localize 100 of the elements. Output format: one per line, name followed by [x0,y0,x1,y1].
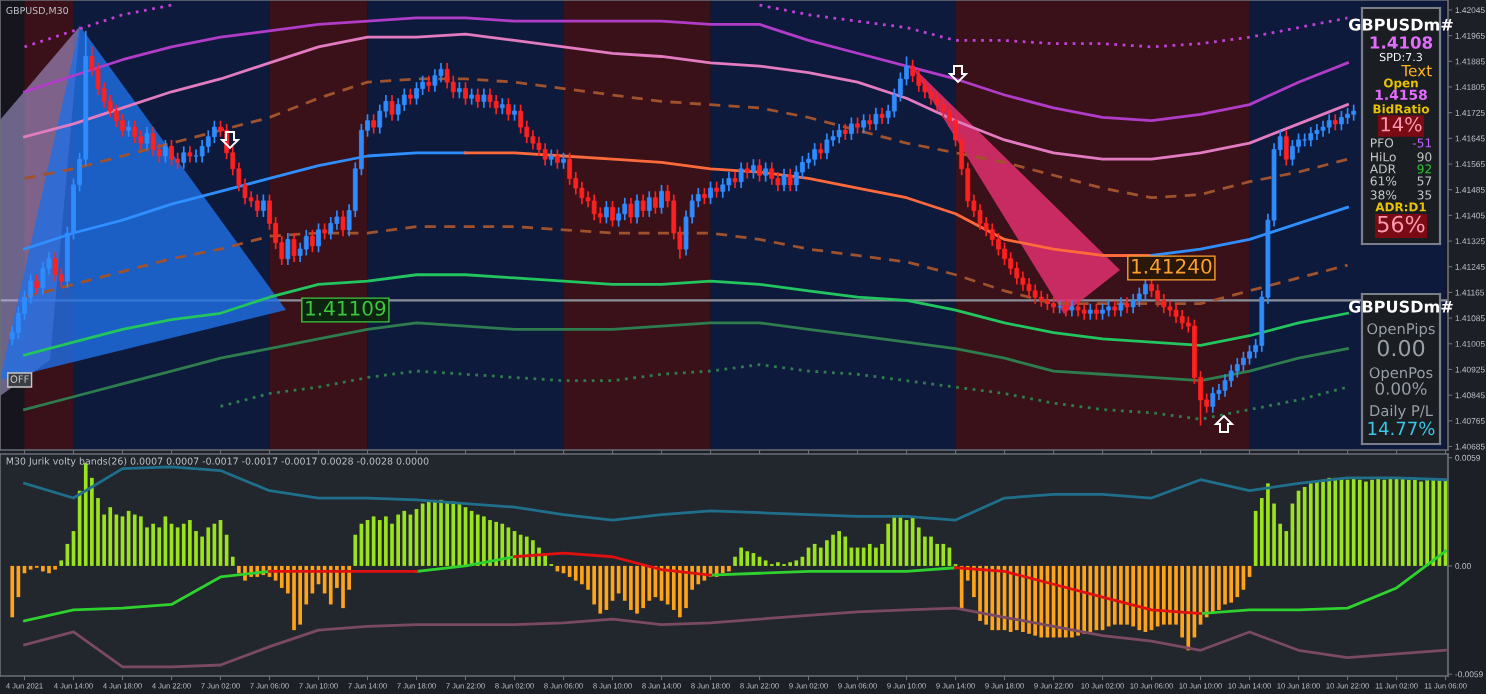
candlestick [144,126,150,151]
candlestick [646,190,652,218]
candlestick [1283,129,1289,167]
candlestick [861,113,867,135]
candlestick [303,228,309,257]
annotation: 1.41109 [306,300,386,316]
line-series [464,151,1153,257]
candlestick [622,196,628,222]
candlestick [989,222,995,247]
candlestick [757,158,762,183]
candlestick [910,58,916,84]
annotation: 14% [1381,116,1422,132]
candlestick [616,206,622,228]
candlestick [169,139,174,167]
annotation: 56% [1378,215,1425,233]
line-series [23,16,1349,123]
annotation: GBPUSDm# [1348,18,1453,31]
candlestick [659,184,664,215]
candlestick [52,251,58,283]
candlestick [518,103,524,135]
candlestick [824,132,830,161]
candlestick [787,167,793,193]
candlestick [254,193,260,218]
candlestick [328,216,334,241]
candlestick [726,171,732,193]
candlestick [640,193,646,218]
candlestick [849,116,854,141]
candlestick [738,161,744,189]
candlestick [720,177,726,199]
candlestick [261,193,266,218]
candlestick [708,180,713,205]
annotation: 14.77% [1368,421,1435,436]
candlestick [934,90,940,112]
candlestick [1155,283,1161,308]
candlestick [432,68,438,93]
candlestick [438,62,444,84]
candlestick [751,158,756,180]
annotation: 1.41240 [1132,258,1212,274]
candlestick [1302,132,1308,148]
candlestick [395,97,401,122]
candlestick [1339,110,1344,132]
candlestick [916,68,922,93]
candlestick [138,129,144,151]
candlestick [34,273,40,295]
candlestick [977,203,983,231]
candlestick [506,97,511,122]
candlestick [873,107,879,132]
candlestick [1118,296,1124,318]
candlestick [181,145,187,170]
line-series [23,32,1349,161]
candlestick [1210,386,1216,414]
candlestick [1026,277,1032,299]
candlestick [1032,283,1038,305]
candlestick [316,222,321,254]
candlestick [132,119,138,144]
candlestick [1326,113,1332,135]
candlestick [555,148,560,170]
candlestick [371,113,377,135]
candlestick [836,123,842,144]
candlestick [781,167,787,193]
candlestick [163,139,168,164]
candlestick [1241,350,1246,372]
candlestick [763,161,769,183]
candlestick [340,209,346,238]
candlestick [542,142,548,167]
candlestick [463,81,468,106]
candlestick [604,200,609,225]
candlestick [193,148,199,164]
candlestick [579,180,585,205]
candlestick [1247,344,1252,366]
annotation: 0.00% [1375,382,1427,395]
candlestick [481,87,487,109]
candlestick [1308,126,1314,148]
line-series [23,606,1447,669]
line-series [23,465,1447,522]
line-series [23,77,1349,200]
candlestick [377,103,383,135]
candlestick [1020,270,1026,292]
candlestick [414,81,419,106]
candlestick [1234,357,1240,379]
candlestick [769,161,775,186]
candlestick [1222,373,1228,398]
candlestick [653,190,658,215]
candlestick [1008,251,1014,276]
candlestick [591,193,597,222]
candlestick [389,94,395,122]
candlestick [1173,302,1179,324]
candlestick [291,232,297,263]
candlestick [475,87,481,109]
annotation: 1.4108 [1370,36,1433,49]
candlestick [205,129,211,154]
candlestick [1179,309,1185,331]
candlestick [150,126,156,157]
line-series [23,273,1349,357]
candlestick [334,209,340,231]
candlestick [530,129,536,151]
candlestick [1136,286,1142,308]
candlestick [493,94,499,116]
candlestick [444,62,450,90]
candlestick [310,228,315,254]
